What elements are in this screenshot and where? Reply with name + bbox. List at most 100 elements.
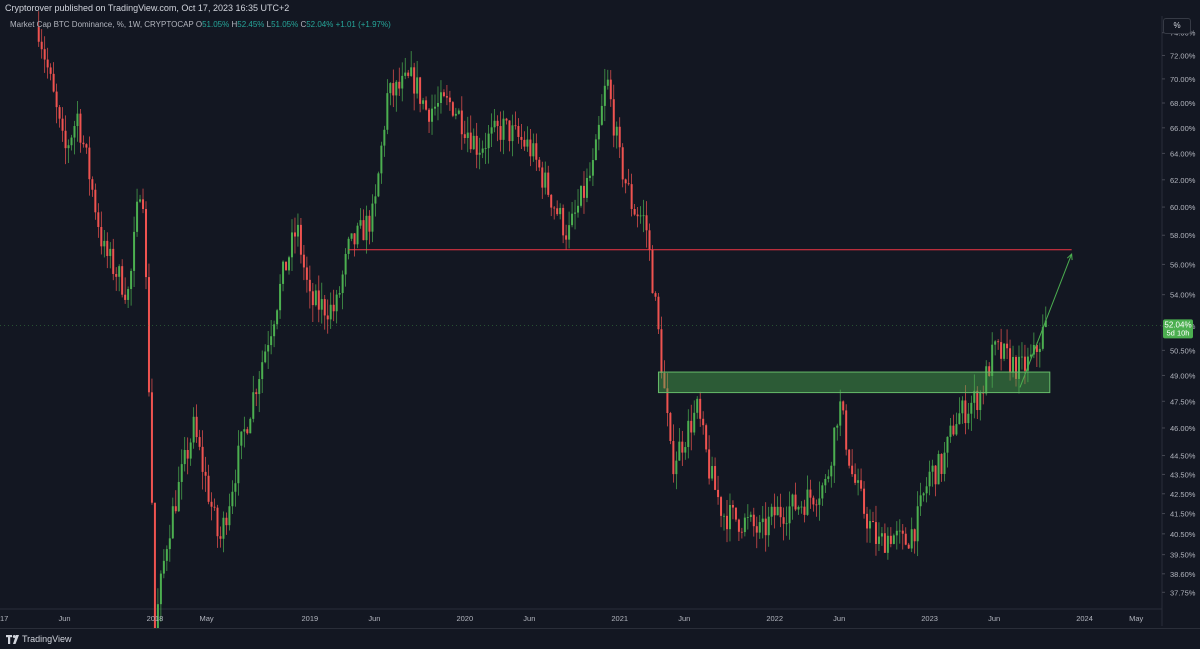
candle-body <box>895 530 898 536</box>
candle-body <box>562 207 565 236</box>
price-tick-label: 43.50% <box>1170 470 1196 479</box>
candle-body <box>874 522 877 544</box>
candle-body <box>61 118 64 131</box>
candle-body <box>675 460 678 475</box>
candle-body <box>782 517 785 524</box>
candle-body <box>142 199 145 209</box>
candle-body <box>52 73 55 92</box>
candle-body <box>267 345 270 352</box>
candle-body <box>973 390 976 403</box>
candle-body <box>553 207 556 209</box>
candle-body <box>1017 356 1020 379</box>
time-tick-label: 2019 <box>302 614 319 623</box>
price-tick-label: 38.60% <box>1170 570 1196 579</box>
candle-body <box>913 529 916 542</box>
candle-body <box>288 257 291 271</box>
last-price-marker: 52.04% 5d 10h <box>0 319 1193 339</box>
candle-body <box>76 113 79 127</box>
candle-body <box>907 544 910 549</box>
time-tick-label: May <box>199 614 213 623</box>
candle-body <box>270 336 273 346</box>
time-tick-label: Jun <box>368 614 380 623</box>
candle-body <box>624 179 627 184</box>
candle-body <box>594 139 597 161</box>
change-value: +1.01 (+1.97%) <box>335 20 391 29</box>
candle-body <box>582 185 585 198</box>
candle-body <box>88 147 91 180</box>
candle-body <box>1026 356 1029 371</box>
candle-body <box>967 413 970 424</box>
candle-body <box>1029 354 1032 357</box>
candle-body <box>258 379 261 395</box>
candle-body <box>639 215 642 217</box>
candle-body <box>159 573 162 605</box>
candle-body <box>910 529 913 549</box>
candle-body <box>445 96 448 98</box>
candle-body <box>684 447 687 453</box>
candle-body <box>469 132 472 150</box>
candle-body <box>904 533 907 545</box>
candle-body <box>937 453 940 485</box>
candle-body <box>204 471 207 476</box>
candle-body <box>728 505 731 530</box>
candle-body <box>866 513 869 529</box>
candle-body <box>338 293 341 295</box>
candle-body <box>413 67 416 94</box>
candle-body <box>776 506 779 516</box>
price-tick-label: 66.00% <box>1170 124 1196 133</box>
candle-body <box>568 225 571 240</box>
candle-body <box>928 471 931 487</box>
candle-body <box>764 518 767 536</box>
candle-body <box>165 549 168 561</box>
candle-body <box>484 148 487 150</box>
low-label: L <box>266 20 272 29</box>
candle-body <box>85 144 88 148</box>
candle-body <box>451 102 454 116</box>
candle-body <box>508 120 511 142</box>
candle-body <box>705 425 708 450</box>
candle-body <box>743 517 746 533</box>
candle-body <box>64 130 67 149</box>
candle-body <box>946 436 949 453</box>
candle-body <box>544 172 547 188</box>
candle-body <box>192 416 195 443</box>
candle-body <box>529 139 532 157</box>
candle-body <box>91 179 94 190</box>
candle-body <box>401 75 404 89</box>
candle-body <box>645 215 648 231</box>
candle-body <box>293 232 296 237</box>
candle-body <box>150 392 153 503</box>
percent-scale-button[interactable]: % <box>1163 18 1191 34</box>
candle-body <box>651 249 654 294</box>
candle-body <box>1015 356 1018 379</box>
candle-body <box>73 126 76 138</box>
candle-body <box>848 449 851 466</box>
candle-body <box>860 480 863 489</box>
candle-body <box>407 72 410 76</box>
tradingview-logo-icon <box>6 635 19 644</box>
candle-body <box>702 418 705 426</box>
candle-body <box>478 152 481 155</box>
price-tick-label: 70.00% <box>1170 75 1196 84</box>
candle-body <box>830 465 833 477</box>
candle-body <box>398 81 401 89</box>
candle-body <box>100 227 103 247</box>
candle-body <box>898 530 901 532</box>
candle-body <box>231 491 234 507</box>
price-tick-label: 42.50% <box>1170 490 1196 499</box>
candle-body <box>290 232 293 258</box>
close-label: C <box>300 20 307 29</box>
candle-body <box>565 235 568 240</box>
candle-body <box>219 536 222 539</box>
plot-background <box>0 16 1162 626</box>
candle-body <box>1023 356 1026 371</box>
candle-body <box>818 498 821 505</box>
candle-body <box>436 102 439 107</box>
candle-body <box>261 362 264 380</box>
candle-body <box>958 413 961 425</box>
candle-body <box>559 207 562 215</box>
candle-body <box>901 530 904 534</box>
candle-body <box>1012 356 1015 373</box>
candle-body <box>216 507 219 537</box>
